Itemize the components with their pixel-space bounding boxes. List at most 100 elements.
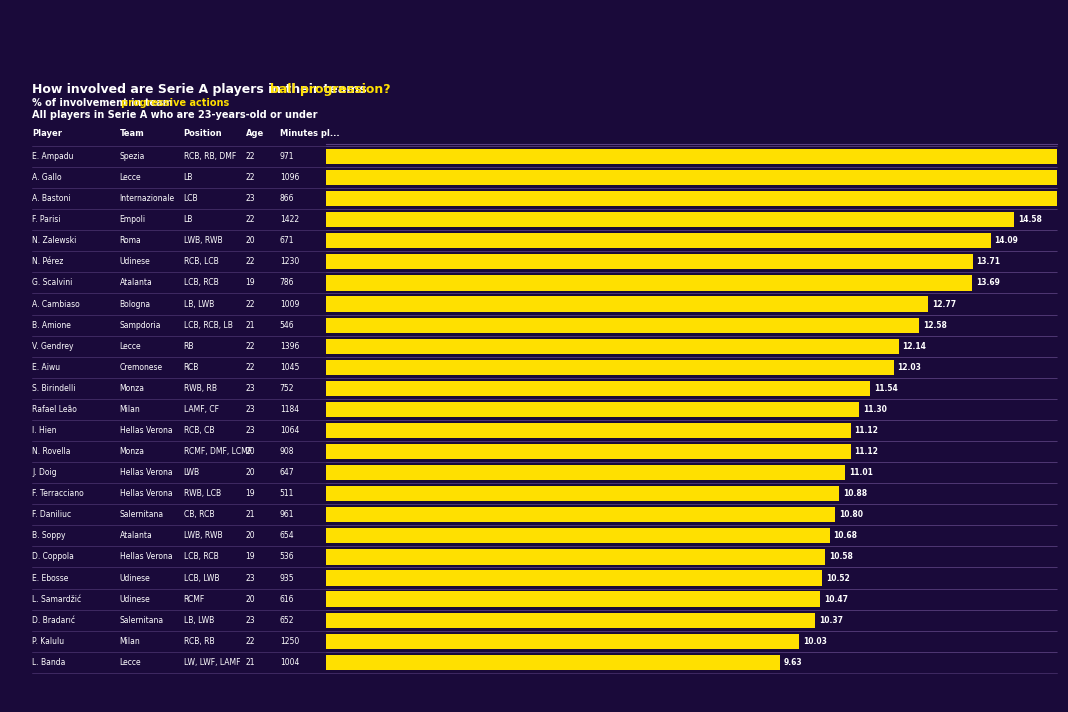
Bar — [326, 550, 826, 565]
Text: 21: 21 — [246, 320, 255, 330]
Text: Hellas Verona: Hellas Verona — [120, 468, 172, 477]
Text: Lecce: Lecce — [120, 658, 141, 667]
Text: 22: 22 — [246, 215, 255, 224]
Text: All players in Serie A who are 23-years-old or under: All players in Serie A who are 23-years-… — [32, 110, 317, 120]
Text: 19: 19 — [246, 553, 255, 562]
Text: LCB, LWB: LCB, LWB — [184, 573, 219, 582]
Text: RCB: RCB — [184, 362, 199, 372]
Text: F. Daniliuc: F. Daniliuc — [32, 511, 72, 519]
Text: 11.54: 11.54 — [875, 384, 898, 393]
Text: RCB, CB: RCB, CB — [184, 426, 215, 435]
Bar — [326, 149, 1057, 164]
Text: 971: 971 — [280, 152, 295, 161]
Text: Sampdoria: Sampdoria — [120, 320, 161, 330]
Text: CB, RCB: CB, RCB — [184, 511, 215, 519]
Text: Internazionale: Internazionale — [120, 194, 175, 203]
Text: Hellas Verona: Hellas Verona — [120, 426, 172, 435]
Text: 10.80: 10.80 — [839, 511, 863, 519]
Text: 12.03: 12.03 — [897, 362, 922, 372]
Text: Monza: Monza — [120, 384, 144, 393]
Text: LWB, RWB: LWB, RWB — [184, 531, 222, 540]
Text: F. Terracciano: F. Terracciano — [32, 489, 83, 498]
Text: 20: 20 — [246, 447, 255, 456]
Text: Hellas Verona: Hellas Verona — [120, 489, 172, 498]
Text: 12.58: 12.58 — [923, 320, 947, 330]
Text: 22: 22 — [246, 257, 255, 266]
Text: RCB, RB: RCB, RB — [184, 637, 215, 646]
Text: Udinese: Udinese — [120, 595, 151, 604]
Text: Milan: Milan — [120, 637, 140, 646]
Text: V. Gendrey: V. Gendrey — [32, 342, 74, 351]
Text: E. Ampadu: E. Ampadu — [32, 152, 74, 161]
Text: ball progression?: ball progression? — [270, 83, 391, 95]
Bar — [326, 170, 1057, 185]
Bar — [326, 402, 859, 417]
Text: 10.52: 10.52 — [826, 573, 850, 582]
Text: 20: 20 — [246, 468, 255, 477]
Text: 11.30: 11.30 — [863, 405, 886, 414]
Text: 14.58: 14.58 — [1018, 215, 1041, 224]
Text: 10.88: 10.88 — [843, 489, 867, 498]
Bar — [326, 655, 781, 670]
Bar — [326, 612, 815, 628]
Bar — [326, 276, 972, 290]
Text: 1009: 1009 — [280, 300, 299, 308]
Text: 654: 654 — [280, 531, 295, 540]
Text: 1064: 1064 — [280, 426, 299, 435]
Bar — [326, 486, 839, 501]
Text: 22: 22 — [246, 362, 255, 372]
Text: 511: 511 — [280, 489, 294, 498]
Text: LB: LB — [184, 215, 193, 224]
Text: 671: 671 — [280, 236, 295, 246]
Text: Cremonese: Cremonese — [120, 362, 162, 372]
Bar — [326, 570, 822, 585]
Text: Team: Team — [120, 129, 144, 137]
Text: Spezia: Spezia — [120, 152, 145, 161]
Text: N. Pérez: N. Pérez — [32, 257, 63, 266]
Text: 21: 21 — [246, 511, 255, 519]
Text: LB, LWB: LB, LWB — [184, 300, 214, 308]
Text: Hellas Verona: Hellas Verona — [120, 553, 172, 562]
Bar — [326, 507, 835, 523]
Text: RCMF: RCMF — [184, 595, 205, 604]
Text: progressive actions: progressive actions — [121, 98, 230, 108]
Text: Salernitana: Salernitana — [120, 616, 163, 624]
Text: Salernitana: Salernitana — [120, 511, 163, 519]
Text: 11.12: 11.12 — [854, 447, 878, 456]
Text: 9.63: 9.63 — [784, 658, 803, 667]
Text: 12.14: 12.14 — [902, 342, 926, 351]
Text: B. Soppy: B. Soppy — [32, 531, 65, 540]
Text: 22: 22 — [246, 173, 255, 182]
Text: 23: 23 — [246, 405, 255, 414]
Bar — [326, 634, 799, 649]
Text: 908: 908 — [280, 447, 295, 456]
Text: P. Kalulu: P. Kalulu — [32, 637, 64, 646]
Text: 22: 22 — [246, 637, 255, 646]
Text: 1096: 1096 — [280, 173, 299, 182]
Text: Minutes pl...: Minutes pl... — [280, 129, 340, 137]
Text: 19: 19 — [246, 278, 255, 288]
Text: 21: 21 — [246, 658, 255, 667]
Text: LB, LWB: LB, LWB — [184, 616, 214, 624]
Bar — [326, 191, 1057, 206]
Text: 11.01: 11.01 — [849, 468, 873, 477]
Text: LW, LWF, LAMF: LW, LWF, LAMF — [184, 658, 240, 667]
Text: RB: RB — [184, 342, 194, 351]
Text: G. Scalvini: G. Scalvini — [32, 278, 73, 288]
Text: LCB, RCB: LCB, RCB — [184, 278, 219, 288]
Text: Udinese: Udinese — [120, 257, 151, 266]
Text: Bologna: Bologna — [120, 300, 151, 308]
Bar — [326, 296, 928, 312]
Bar — [326, 592, 820, 607]
Bar — [326, 234, 991, 248]
Text: 752: 752 — [280, 384, 295, 393]
Text: D. Bradarıć: D. Bradarıć — [32, 616, 75, 624]
Text: Empoli: Empoli — [120, 215, 145, 224]
Text: 20: 20 — [246, 531, 255, 540]
Text: 23: 23 — [246, 616, 255, 624]
Bar — [326, 528, 830, 543]
Text: 23: 23 — [246, 384, 255, 393]
Text: Roma: Roma — [120, 236, 141, 246]
Bar — [326, 339, 899, 354]
Text: How involved are Serie A players in their teams: How involved are Serie A players in thei… — [32, 83, 371, 95]
